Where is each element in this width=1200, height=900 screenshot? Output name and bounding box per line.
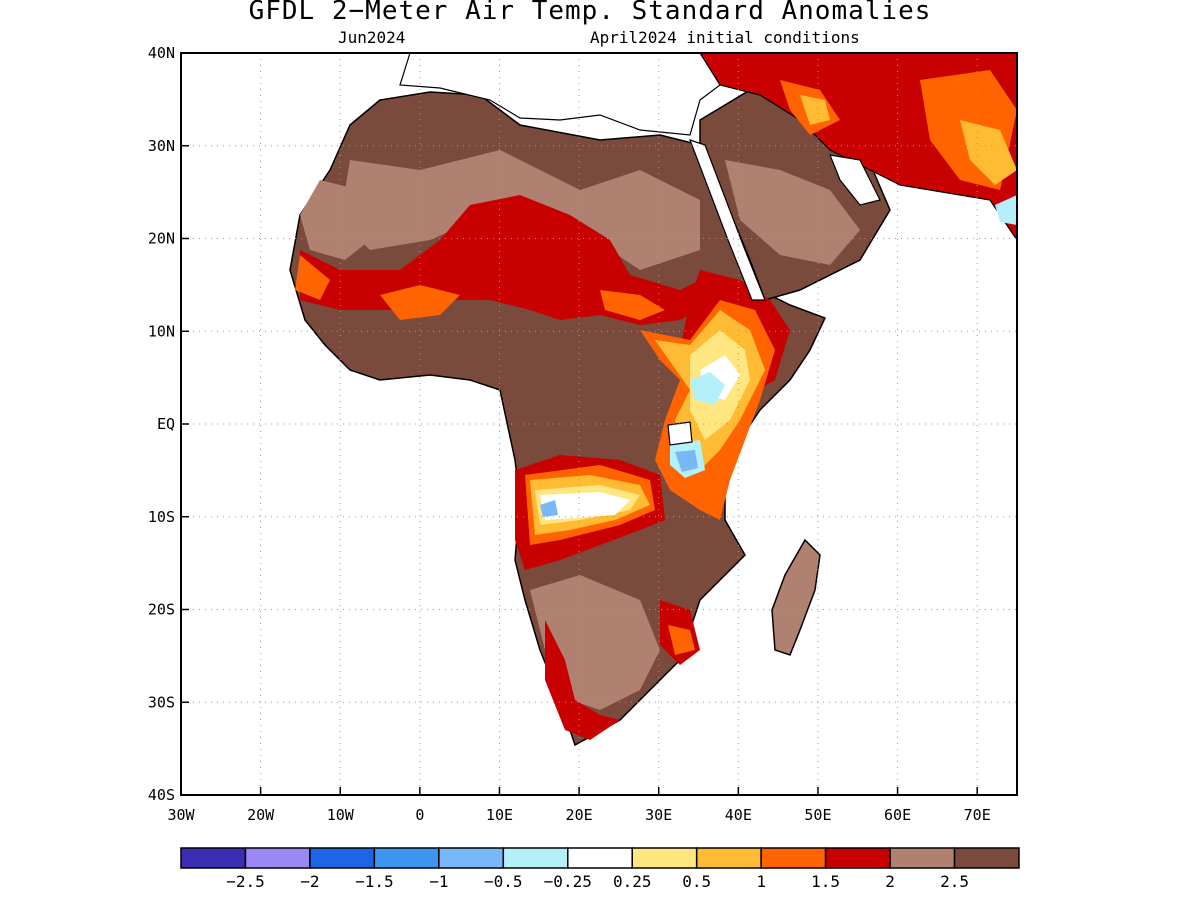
x-tick-label: 20W bbox=[247, 806, 275, 824]
anomaly-region bbox=[545, 620, 620, 740]
colorbar-label: 2 bbox=[885, 872, 895, 891]
colorbar-swatch bbox=[309, 847, 376, 869]
x-tick-label: 0 bbox=[415, 806, 424, 824]
x-tick-label: 60E bbox=[884, 806, 911, 824]
colorbar-label: 1 bbox=[756, 872, 766, 891]
colorbar-label: 0.5 bbox=[682, 872, 711, 891]
colorbar-swatch bbox=[180, 847, 247, 869]
map-title: GFDL 2−Meter Air Temp. Standard Anomalie… bbox=[248, 0, 932, 26]
forecast-month: Jun2024 bbox=[338, 28, 406, 47]
y-tick-label: 10S bbox=[148, 508, 175, 526]
anomaly-region bbox=[690, 372, 725, 405]
madagascar bbox=[771, 538, 821, 656]
x-tick-label: 10W bbox=[327, 806, 355, 824]
y-tick-label: 40N bbox=[148, 44, 175, 62]
colorbar: −2.5 −2 −1.5 −1 −0.5 −0.25 0.25 0.5 1 1.5 2 2.5 bbox=[180, 847, 1020, 891]
anomaly-region bbox=[675, 450, 698, 472]
colorbar-label: −1 bbox=[429, 872, 448, 891]
colorbar-label: −2 bbox=[300, 872, 319, 891]
y-tick-label: 10N bbox=[148, 322, 175, 340]
colorbar-swatch bbox=[244, 847, 311, 869]
colorbar-label: −2.5 bbox=[226, 872, 265, 891]
colorbar-swatch bbox=[953, 847, 1020, 869]
mediterranean-sea bbox=[399, 53, 721, 136]
x-tick-label: 30W bbox=[167, 806, 195, 824]
lake-victoria bbox=[667, 421, 693, 446]
anomaly-region bbox=[995, 195, 1017, 225]
y-tick-label: EQ bbox=[157, 415, 175, 433]
x-tick-label: 10E bbox=[486, 806, 513, 824]
initial-conditions: April2024 initial conditions bbox=[590, 28, 860, 47]
x-tick-label: 20E bbox=[566, 806, 593, 824]
persian-gulf bbox=[829, 154, 881, 206]
colorbar-swatch bbox=[631, 847, 698, 869]
colorbar-swatch bbox=[824, 847, 891, 869]
colorbar-label: −1.5 bbox=[355, 872, 394, 891]
anomaly-region bbox=[540, 492, 630, 520]
anomaly-region bbox=[380, 285, 460, 320]
axis-ticks: 30W 20W 10W 0 10E 20E 30E 40E 50E 60E 70E 40N 30N 20N… bbox=[148, 44, 991, 824]
anomaly-region bbox=[300, 180, 370, 260]
colorbar-label: 0.25 bbox=[613, 872, 652, 891]
x-tick-label: 70E bbox=[964, 806, 991, 824]
anomaly-region bbox=[725, 160, 860, 265]
x-tick-label: 50E bbox=[804, 806, 831, 824]
anomaly-region bbox=[600, 290, 665, 320]
y-tick-label: 30N bbox=[148, 137, 175, 155]
y-tick-label: 40S bbox=[148, 786, 175, 804]
red-sea bbox=[688, 139, 766, 301]
colorbar-swatch bbox=[760, 847, 827, 869]
colorbar-swatch bbox=[695, 847, 762, 869]
colorbar-label: 2.5 bbox=[940, 872, 969, 891]
colorbar-swatch bbox=[502, 847, 569, 869]
anomaly-region bbox=[295, 255, 330, 300]
map-field bbox=[289, 53, 1017, 747]
y-tick-label: 20S bbox=[148, 601, 175, 619]
x-tick-label: 30E bbox=[645, 806, 672, 824]
colorbar-label: −0.5 bbox=[484, 872, 523, 891]
anomaly-region bbox=[668, 625, 695, 655]
anomaly-region bbox=[960, 120, 1017, 185]
colorbar-label: 1.5 bbox=[811, 872, 840, 891]
colorbar-swatch bbox=[567, 847, 633, 869]
y-tick-label: 20N bbox=[148, 230, 175, 248]
anomaly-region bbox=[800, 95, 830, 125]
colorbar-swatch bbox=[889, 847, 956, 869]
colorbar-label: −0.25 bbox=[544, 872, 592, 891]
colorbar-swatch bbox=[438, 847, 505, 869]
anomaly-region bbox=[540, 500, 558, 517]
x-tick-label: 40E bbox=[725, 806, 752, 824]
colorbar-swatch bbox=[373, 847, 440, 869]
y-tick-label: 30S bbox=[148, 693, 175, 711]
